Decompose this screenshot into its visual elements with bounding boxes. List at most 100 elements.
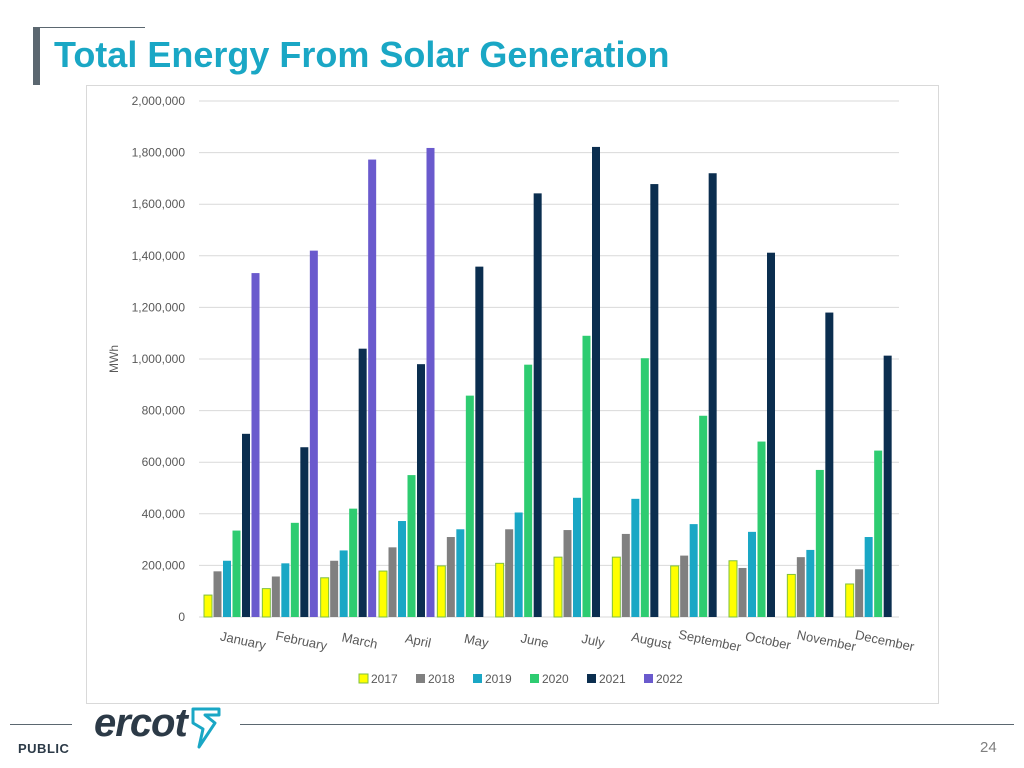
bar-2020-october — [757, 441, 766, 617]
x-tick-label: March — [341, 630, 379, 652]
x-tick-label: August — [630, 629, 673, 652]
bar-2020-july — [582, 335, 591, 617]
bar-2019-april — [398, 521, 406, 617]
bar-2017-november — [786, 573, 796, 618]
bar-2020-february — [290, 522, 299, 617]
chart-frame: 0 200,000 400,000 600,000 800,000 1,000,000 1,… — [86, 85, 939, 704]
bar-2019-july — [573, 497, 581, 617]
bar-2019-september — [689, 524, 698, 617]
legend-label-2017: 2017 — [371, 672, 398, 686]
bar-2020-may — [465, 395, 474, 617]
x-tick-label: May — [463, 631, 491, 651]
ercot-logo-text: ercot — [94, 701, 188, 745]
page-number: 24 — [980, 739, 997, 756]
bar-2017-june — [495, 562, 505, 618]
bar-2018-september — [680, 555, 689, 617]
bar-2020-march — [349, 508, 358, 617]
y-tick-label: 1,400,000 — [132, 249, 186, 263]
bar-2021-february — [300, 447, 309, 617]
bar-2021-july — [592, 146, 600, 617]
y-tick-label: 1,800,000 — [132, 146, 186, 160]
bar-2019-may — [456, 529, 465, 617]
bar-2017-september — [670, 565, 680, 618]
bar-2018-october — [738, 567, 747, 617]
bar-2017-august — [611, 556, 621, 618]
ercot-logo: ercot — [94, 703, 223, 749]
bar-2018-august — [621, 533, 630, 617]
bar-2019-october — [748, 531, 756, 617]
bar-2018-april — [388, 547, 397, 617]
y-tick-label: 1,200,000 — [132, 300, 186, 314]
bar-2019-june — [514, 512, 523, 617]
x-tick-label: October — [744, 628, 793, 652]
bar-2022-january — [251, 273, 260, 617]
solar-generation-bar-chart: 0 200,000 400,000 600,000 800,000 1,000,000 1,… — [107, 94, 916, 686]
bar-2020-august — [640, 358, 649, 617]
title-accent-rule — [40, 27, 145, 28]
y-tick-label: 800,000 — [142, 404, 186, 418]
bar-2017-january — [203, 594, 213, 618]
page-title: Total Energy From Solar Generation — [54, 34, 670, 75]
bar-2019-january — [223, 560, 231, 617]
footer-rule-right — [240, 724, 1014, 725]
x-tick-label: November — [796, 627, 858, 654]
ercot-lightning-icon — [191, 707, 221, 749]
bar-2019-august — [631, 498, 640, 617]
bar-2018-june — [505, 529, 514, 617]
bar-2021-october — [767, 252, 775, 618]
bar-2022-february — [309, 250, 318, 617]
legend-swatch-2018 — [416, 674, 425, 683]
bar-2018-january — [213, 571, 222, 617]
bar-2019-november — [806, 549, 815, 617]
bar-2021-april — [417, 364, 425, 617]
bar-2018-december — [855, 569, 864, 617]
bar-2017-april — [378, 570, 388, 618]
x-tick-label: July — [580, 631, 606, 651]
classification-label: PUBLIC — [18, 741, 70, 756]
bar-2021-september — [708, 173, 717, 617]
bar-2020-september — [699, 415, 708, 617]
legend-label-2019: 2019 — [485, 672, 512, 686]
x-tick-label: January — [219, 628, 268, 652]
bar-2018-may — [446, 537, 455, 617]
y-tick-label: 200,000 — [142, 558, 186, 572]
bar-2021-march — [358, 348, 367, 617]
bar-2018-july — [563, 530, 572, 617]
x-tick-label: February — [274, 628, 328, 654]
title-accent-bar — [33, 27, 40, 85]
legend-label-2021: 2021 — [599, 672, 626, 686]
legend-swatch-2022 — [644, 674, 653, 683]
x-tick-label: September — [677, 627, 743, 655]
y-tick-label: 2,000,000 — [132, 94, 186, 108]
bar-2020-january — [232, 530, 241, 617]
bar-2017-october — [728, 560, 738, 618]
x-tick-label: June — [519, 630, 550, 651]
y-tick-label: 400,000 — [142, 507, 186, 521]
bar-2017-may — [436, 565, 446, 618]
bar-2019-march — [339, 550, 348, 617]
x-tick-label: December — [854, 627, 916, 654]
legend-swatch-2019 — [473, 674, 482, 683]
bar-2017-march — [320, 577, 330, 618]
bar-2021-august — [650, 184, 659, 617]
bar-2020-april — [407, 475, 416, 617]
legend-swatch-2021 — [587, 674, 596, 683]
bar-2017-december — [845, 583, 855, 618]
bar-2021-may — [475, 266, 484, 617]
legend-swatch-2020 — [530, 674, 539, 683]
legend-label-2020: 2020 — [542, 672, 569, 686]
bar-2022-april — [426, 147, 435, 617]
y-tick-label: 1,000,000 — [132, 352, 186, 366]
y-axis-label: MWh — [107, 345, 121, 373]
bar-2018-november — [796, 557, 805, 617]
y-tick-label: 600,000 — [142, 455, 186, 469]
bar-2018-february — [271, 576, 280, 617]
bar-2020-december — [874, 450, 883, 617]
bar-2017-july — [553, 556, 563, 618]
bar-2020-june — [524, 364, 533, 617]
bar-2019-december — [864, 537, 873, 617]
bar-2019-february — [281, 563, 290, 617]
bar-2017-february — [261, 588, 271, 618]
bar-2021-january — [242, 433, 250, 617]
bar-2022-march — [368, 159, 377, 617]
